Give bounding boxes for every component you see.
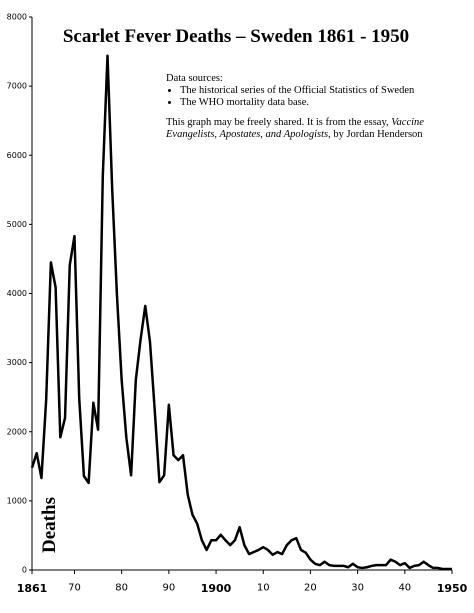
x-tick-label: 40 [398,582,411,593]
annotation-list: The historical series of the Official St… [166,85,436,109]
y-tick-label: 1000 [7,496,27,505]
note-text: , by Jordan Henderson [328,129,423,140]
y-tick-label: 0 [22,566,27,575]
x-tick-label: 20 [304,582,317,593]
y-tick-label: 7000 [7,82,27,91]
annotation-bullet: The historical series of the Official St… [180,85,436,97]
x-tick-label: 1900 [201,582,232,595]
y-axis-label: Deaths [39,497,60,553]
annotation: Data sources: The historical series of t… [166,73,436,141]
y-tick-label: 2000 [7,427,27,436]
x-tick-label: 30 [351,582,364,593]
y-tick-label: 5000 [7,220,27,229]
annotation-heading: Data sources: [166,73,223,84]
x-tick-label: 90 [162,582,175,593]
x-tick-label: 80 [115,582,128,593]
note-text: This graph may be freely shared. It is f… [166,117,392,128]
note-essay: Vaccine Evangelists, Apostates, and Apol… [166,117,424,140]
y-tick-label: 4000 [7,289,27,298]
annotation-note: This graph may be freely shared. It is f… [166,117,436,141]
x-tick-label: 1861 [17,582,48,595]
x-tick-label: 10 [257,582,270,593]
y-tick-label: 6000 [7,151,27,160]
x-tick-label: 70 [68,582,81,593]
data-line [30,54,452,571]
x-tick-label: 1950 [437,582,468,595]
y-tick-label: 3000 [7,358,27,367]
chart-title: Scarlet Fever Deaths – Sweden 1861 - 195… [63,26,409,47]
y-tick-label: 8000 [7,13,27,22]
annotation-bullet: The WHO mortality data base. [180,97,436,109]
